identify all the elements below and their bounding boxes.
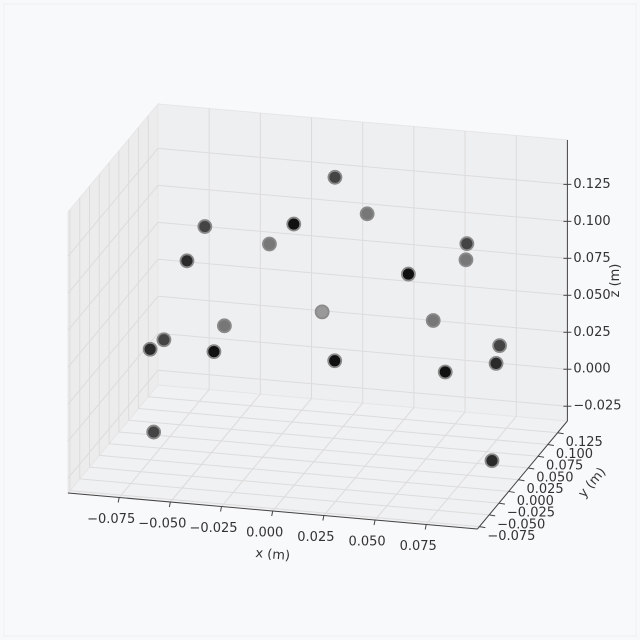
point: [206, 344, 222, 360]
z-tick-label: 0.125: [573, 177, 610, 192]
point: [459, 236, 475, 252]
point: [156, 332, 172, 348]
y-tick-label: 0.075: [546, 459, 583, 474]
tick-mark: [322, 515, 325, 521]
point: [492, 338, 508, 354]
point: [197, 219, 213, 234]
grid-line: [67, 148, 159, 257]
point: [217, 318, 232, 334]
y-tick-label: −0.075: [487, 529, 535, 544]
point: [286, 216, 302, 232]
grid-line: [67, 185, 159, 294]
tick-mark: [498, 502, 506, 505]
grid-line: [89, 466, 499, 504]
point: [488, 356, 504, 371]
grid-line: [67, 258, 159, 368]
point: [314, 304, 330, 320]
tick-mark: [489, 514, 496, 517]
z-tick-label: 0.075: [573, 251, 610, 266]
grid-line: [157, 184, 568, 222]
grid-line: [272, 402, 364, 512]
x-tick-label: −0.050: [138, 517, 186, 532]
y-tick-label: 0.000: [517, 494, 554, 509]
point: [327, 169, 343, 185]
grid-line: [109, 443, 519, 481]
grid-line: [148, 396, 558, 434]
points: [142, 169, 508, 469]
grid-line: [118, 389, 210, 498]
x-tick-label: −0.075: [87, 512, 135, 527]
point: [401, 266, 416, 282]
point: [262, 236, 277, 252]
point: [484, 453, 500, 469]
grid-line: [79, 478, 490, 516]
x-tick-label: 0.050: [348, 535, 385, 550]
z-tick-label: 0.050: [573, 288, 610, 303]
tick-mark: [508, 490, 515, 493]
axes: −0.075 −0.050 −0.025 0.000 0.025 0.050 0.075−0…: [67, 140, 623, 564]
point: [179, 253, 195, 269]
point: [142, 341, 158, 357]
grid-line: [157, 258, 568, 296]
x-tick-label: 0.000: [246, 526, 283, 541]
grid-line: [374, 411, 466, 521]
tick-mark: [518, 479, 525, 482]
grid-line: [118, 431, 529, 469]
tick-mark: [557, 432, 564, 435]
grid-line: [425, 416, 517, 525]
grid-line: [128, 419, 539, 457]
y-tick-label: 0.100: [556, 447, 593, 462]
grid-line: [169, 393, 261, 503]
grid-line: [157, 221, 568, 259]
tick-mark: [537, 455, 545, 458]
y-tick-label: −0.050: [497, 517, 545, 532]
point: [327, 353, 343, 369]
tick-mark: [117, 497, 120, 503]
grid-line: [67, 369, 159, 479]
grid-line: [221, 398, 312, 507]
y-axis-line: [477, 420, 568, 530]
point: [146, 424, 162, 440]
point: [359, 206, 375, 222]
grid-line: [138, 407, 548, 445]
z-tick-label: 0.000: [573, 362, 610, 377]
x-axis-line: [67, 492, 478, 530]
point: [425, 313, 441, 328]
grid: [67, 108, 568, 528]
tick-mark: [547, 443, 554, 446]
grid-line: [323, 407, 415, 516]
grid-line: [69, 490, 480, 528]
point: [437, 364, 453, 380]
grid-line: [67, 295, 159, 405]
tick-mark: [528, 467, 535, 470]
grid-line: [157, 369, 568, 407]
grid-line: [157, 295, 568, 333]
y-tick-label: 0.025: [526, 482, 563, 497]
z-tick-label: 0.100: [573, 214, 610, 229]
tick-mark: [479, 526, 486, 529]
tick-mark: [271, 510, 274, 517]
y-tick-label: 0.125: [566, 435, 603, 450]
grid-line: [99, 454, 509, 492]
z-tick-label: 0.025: [573, 325, 610, 340]
x-tick-label: 0.025: [297, 530, 334, 545]
tick-mark: [373, 519, 376, 526]
grid-line: [67, 221, 159, 331]
tick-mark: [424, 524, 427, 530]
grid-line: [157, 147, 568, 185]
tick-mark: [220, 506, 223, 512]
x-tick-label: 0.075: [400, 539, 437, 554]
y-tick-label: −0.025: [507, 506, 555, 521]
point: [458, 252, 474, 268]
z-tick-label: −0.025: [573, 399, 621, 414]
tick-mark: [168, 501, 171, 508]
x-axis-label: x (m): [255, 546, 291, 564]
y-tick-label: 0.050: [536, 470, 573, 485]
x-tick-label: −0.025: [189, 521, 237, 536]
z-axis-label: z (m): [608, 264, 623, 298]
